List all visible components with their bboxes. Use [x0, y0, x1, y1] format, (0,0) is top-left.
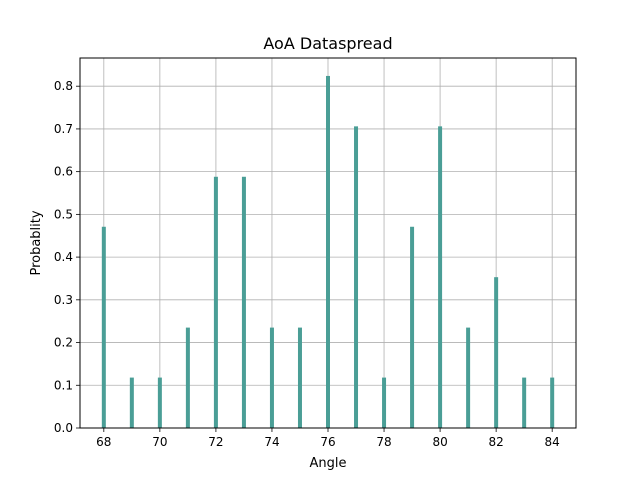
x-tick-label: 84: [545, 435, 560, 449]
bar-angle-78: [382, 377, 387, 428]
bar-angle-69: [129, 377, 134, 428]
y-tick-label: 0.3: [54, 293, 73, 307]
y-tick-label: 0.7: [54, 122, 73, 136]
bar-angle-77: [354, 126, 359, 428]
bar-angle-81: [466, 327, 471, 428]
bar-angle-84: [550, 377, 555, 428]
y-axis-label: Probablity: [29, 210, 44, 275]
bar-angle-83: [522, 377, 527, 428]
bar-angle-80: [438, 126, 443, 428]
x-tick-label: 68: [96, 435, 111, 449]
bar-angle-75: [297, 327, 302, 428]
x-tick-label: 70: [152, 435, 167, 449]
y-tick-label: 0.6: [54, 165, 73, 179]
x-tick-label: 72: [208, 435, 223, 449]
y-tick-label: 0.8: [54, 79, 73, 93]
y-tick-label: 0.0: [54, 421, 73, 435]
x-tick-label: 78: [376, 435, 391, 449]
bars: [101, 75, 555, 428]
x-tick-label: 80: [432, 435, 447, 449]
bar-angle-74: [269, 327, 274, 428]
bar-angle-72: [213, 176, 218, 428]
y-tick-label: 0.4: [54, 250, 73, 264]
x-tick-label: 74: [264, 435, 279, 449]
bar-angle-76: [326, 75, 330, 428]
y-tick-label: 0.5: [54, 207, 73, 221]
bar-angle-82: [494, 277, 499, 428]
bar-angle-79: [410, 226, 415, 428]
bar-angle-73: [241, 176, 246, 428]
y-tick-label: 0.2: [54, 336, 73, 350]
x-axis-ticks: 68 70 72 74 76 78 80 82 84: [96, 428, 560, 449]
x-axis-label: Angle: [310, 456, 347, 471]
x-tick-label: 82: [488, 435, 503, 449]
chart-title: AoA Dataspread: [263, 34, 392, 53]
bar-angle-68: [101, 226, 106, 428]
bar-angle-71: [185, 327, 190, 428]
y-tick-label: 0.1: [54, 378, 73, 392]
x-tick-label: 76: [320, 435, 335, 449]
y-axis-ticks: 0.0 0.1 0.2 0.3 0.4 0.5 0.6 0.7 0.8: [54, 79, 80, 435]
bar-angle-70: [157, 377, 162, 428]
